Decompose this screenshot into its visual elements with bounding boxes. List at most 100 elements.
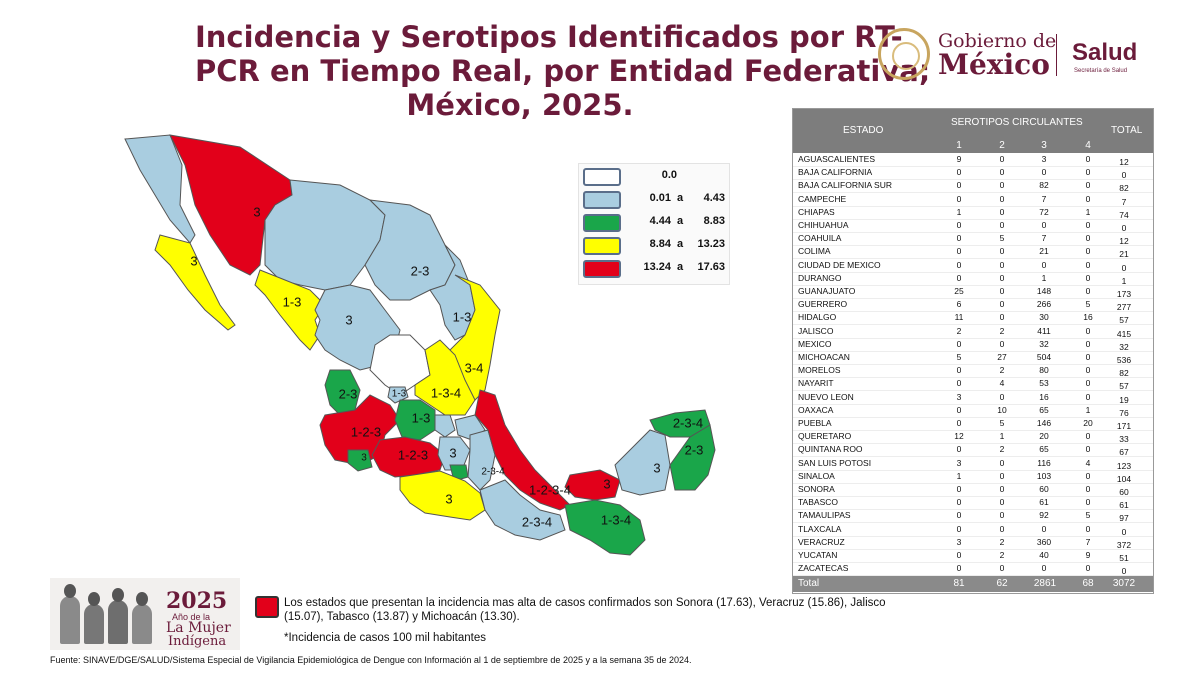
map-label: 1-3 [283, 294, 302, 309]
map-label: 2-3-4 [481, 467, 505, 478]
legend-low: 0.01 [649, 192, 671, 204]
cell-serotype-3: 0 [1041, 220, 1047, 230]
cell-serotype-4: 0 [1085, 167, 1091, 178]
cell-total: 32 [1119, 341, 1129, 352]
legend-high: 0.0 [661, 169, 677, 181]
cell-estado: CHIHUAHUA [798, 220, 849, 230]
cell-serotype-4: 0 [1085, 286, 1091, 296]
salud-logo-subtitle: Secretaría de Salud [1074, 68, 1128, 74]
cell-serotype-3: 65 [1039, 404, 1049, 415]
cell-serotype-4: 0 [1085, 444, 1091, 455]
table-row: COAHUILA 0 5 7 0 12 [793, 232, 1153, 247]
header-total: TOTAL [1111, 125, 1143, 136]
legend-low: 4.44 [649, 215, 671, 227]
cell-serotype-2: 0 [999, 193, 1005, 204]
cell-serotype-3: 72 [1039, 206, 1049, 217]
mujer-indigena-banner: 2025 Año de la La Mujer Indígena [50, 578, 240, 650]
region-san-luis-potosi [414, 339, 476, 416]
map-label: 3 [445, 491, 452, 506]
table-row: VERACRUZ 3 2 360 7 372 [793, 536, 1153, 550]
region-chiapas [564, 499, 646, 556]
cell-serotype-2: 0 [999, 312, 1005, 323]
map-label: 3 [190, 253, 197, 268]
note-red-swatch [255, 596, 279, 618]
region-campeche [614, 429, 671, 496]
cell-total: 173 [1116, 289, 1132, 299]
table-row: SINALOA 1 0 103 0 104 [793, 470, 1153, 484]
cell-total: 0 [1121, 566, 1127, 577]
cell-serotype-3: 411 [1037, 325, 1051, 336]
header-serotype-4: 4 [1085, 140, 1091, 151]
cell-serotype-3: 30 [1039, 312, 1049, 323]
cell-estado: MICHOACAN [798, 352, 850, 362]
cell-serotype-1: 0 [956, 193, 962, 204]
cell-serotype-3: 116 [1037, 457, 1051, 468]
table-row: MORELOS 0 2 80 0 82 [793, 364, 1153, 379]
incidence-unit-note: *Incidencia de casos 100 mil habitantes [284, 632, 487, 644]
cell-serotype-1: 9 [956, 154, 962, 164]
legend-sep: a [677, 238, 684, 250]
cell-total: 51 [1119, 553, 1129, 563]
legend-row: 4.44 a 8.83 [583, 214, 725, 232]
cell-serotype-2: 27 [997, 352, 1007, 362]
cell-serotype-4: 0 [1085, 220, 1091, 230]
banner-line-4: Indígena [168, 634, 227, 649]
region-sinaloa [254, 269, 326, 351]
cell-estado: QUINTANA ROO [798, 444, 863, 455]
mexico-map-svg: 3 3 1-3 3 2-3 1-3 3-4 1-3-4 2-3 1-3 1-3 … [124, 134, 716, 556]
cell-total: 415 [1116, 328, 1132, 339]
cell-serotype-3: 0 [1041, 167, 1047, 178]
table-row: CHIAPAS 1 0 72 1 74 [793, 206, 1153, 220]
map-label: 2-3-4 [522, 514, 552, 529]
gobierno-logo-bottom: México [938, 48, 1050, 81]
cell-serotype-3: 61 [1039, 497, 1049, 508]
cell-serotype-4: 0 [1085, 365, 1091, 376]
cell-estado: OAXACA [798, 404, 834, 415]
cell-serotype-3: 80 [1039, 365, 1049, 376]
cell-serotype-3: 266 [1036, 299, 1052, 310]
cell-total: 12 [1119, 236, 1129, 247]
table-header: ESTADO SEROTIPOS CIRCULANTES TOTAL 1 2 3… [793, 109, 1153, 153]
region-oaxaca [479, 479, 566, 541]
cell-serotype-4: 0 [1085, 391, 1091, 402]
cell-serotype-1: 12 [954, 431, 964, 442]
map-legend: 0.0 0.01 a 4.43 4.44 a 8.83 8.84 a 13.23… [578, 163, 730, 285]
legend-high: 17.63 [697, 261, 725, 273]
cell-estado: YUCATAN [798, 550, 838, 560]
cell-estado: CAMPECHE [798, 193, 847, 204]
cell-serotype-2: 5 [999, 418, 1005, 428]
cell-estado: BAJA CALIFORNIA [798, 167, 873, 178]
footer-total: 3072 [1112, 578, 1136, 589]
table-row: HIDALGO 11 0 30 16 57 [793, 311, 1153, 326]
map-label: 2-3 [685, 442, 704, 457]
cell-serotype-2: 1 [999, 431, 1005, 442]
cell-serotype-4: 4 [1085, 457, 1091, 468]
cell-serotype-2: 0 [999, 391, 1005, 402]
cell-total: 536 [1116, 355, 1132, 365]
cell-serotype-3: 21 [1039, 246, 1049, 257]
table-footer: Total 81 62 2861 68 3072 [793, 576, 1153, 592]
cell-serotype-2: 0 [999, 154, 1005, 164]
footer-s3: 2861 [1033, 578, 1057, 589]
cell-serotype-2: 0 [999, 206, 1005, 217]
cell-estado: MEXICO [798, 338, 832, 349]
cell-serotype-4: 0 [1085, 338, 1091, 349]
cell-estado: COLIMA [798, 246, 831, 257]
cell-serotype-2: 2 [999, 444, 1005, 455]
footer-s2: 62 [996, 578, 1008, 589]
cell-serotype-3: 7 [1041, 193, 1047, 204]
region-baja-california-sur [154, 234, 236, 331]
cell-total: 57 [1119, 381, 1129, 392]
cell-serotype-1: 1 [956, 206, 962, 217]
legend-swatch [583, 168, 621, 186]
cell-serotype-3: 65 [1039, 444, 1049, 455]
legend-row: 8.84 a 13.23 [583, 237, 725, 255]
cell-serotype-3: 20 [1039, 431, 1049, 442]
cell-total: 57 [1119, 315, 1129, 326]
cell-serotype-3: 53 [1039, 378, 1049, 389]
cell-total: 0 [1121, 526, 1127, 537]
title-line-2: PCR en Tiempo Real, por Entidad Federati… [195, 54, 931, 88]
title-line-3: México, 2025. [406, 88, 634, 122]
cell-total: 21 [1119, 249, 1129, 260]
legend-swatch [583, 237, 621, 255]
